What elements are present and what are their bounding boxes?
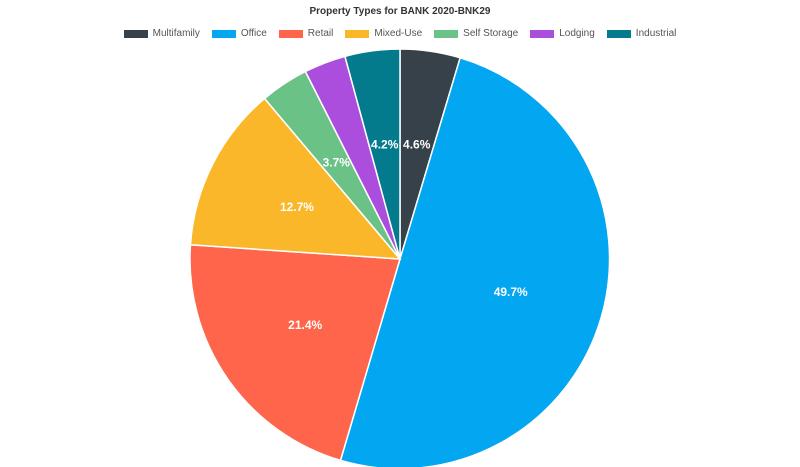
legend-item-mixed-use[interactable]: Mixed-Use — [345, 28, 422, 39]
legend-item-office[interactable]: Office — [211, 28, 267, 39]
pie-slice-retail[interactable] — [189, 243, 401, 462]
legend-label-retail: Retail — [307, 28, 334, 39]
legend-item-lodging[interactable]: Lodging — [530, 28, 595, 39]
legend-swatch-lodging — [530, 29, 555, 38]
legend-label-mixed-use: Mixed-Use — [374, 28, 423, 39]
legend-item-industrial[interactable]: Industrial — [606, 28, 677, 39]
legend-label-lodging: Lodging — [559, 28, 595, 39]
legend-item-self-storage[interactable]: Self Storage — [434, 28, 518, 39]
legend: Multifamily Office Retail Mixed-Use Self… — [0, 28, 800, 39]
legend-swatch-self-storage — [434, 29, 459, 38]
legend-item-retail[interactable]: Retail — [278, 28, 334, 39]
legend-swatch-office — [211, 29, 236, 38]
legend-swatch-mixed-use — [345, 29, 370, 38]
pie-slice-office[interactable] — [339, 56, 611, 467]
legend-swatch-multifamily — [123, 29, 148, 38]
slice-label-retail: 21.4% — [288, 318, 322, 332]
slice-label-mixed-use: 12.7% — [280, 200, 314, 214]
legend-label-industrial: Industrial — [635, 28, 677, 39]
pie-slice-mixed-use[interactable] — [189, 97, 402, 260]
slice-label-self-storage: 3.7% — [323, 156, 351, 170]
legend-label-multifamily: Multifamily — [152, 28, 200, 39]
slice-label-office: 49.7% — [494, 285, 528, 299]
slice-label-multifamily: 4.6% — [403, 138, 431, 152]
legend-swatch-retail — [278, 29, 303, 38]
legend-swatch-industrial — [606, 29, 631, 38]
legend-label-self-storage: Self Storage — [463, 28, 519, 39]
legend-label-office: Office — [240, 28, 267, 39]
pie-slice-industrial[interactable] — [344, 48, 401, 260]
slice-label-industrial: 4.2% — [371, 138, 399, 152]
legend-item-multifamily[interactable]: Multifamily — [123, 28, 200, 39]
chart-title: Property Types for BANK 2020-BNK29 — [309, 6, 491, 17]
